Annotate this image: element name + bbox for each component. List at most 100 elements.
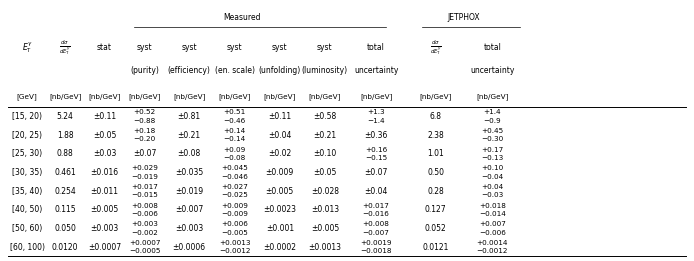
Text: +0.006: +0.006: [221, 221, 248, 227]
Text: +0.0014: +0.0014: [477, 240, 508, 246]
Text: total: total: [367, 43, 385, 52]
Text: +0.017: +0.017: [131, 184, 158, 190]
Text: (luminosity): (luminosity): [302, 66, 348, 75]
Text: −0.0012: −0.0012: [219, 248, 251, 254]
Text: $E_{\mathrm{T}}^{\gamma}$: $E_{\mathrm{T}}^{\gamma}$: [22, 40, 33, 55]
Text: −0.009: −0.009: [221, 211, 248, 217]
Text: [nb/GeV]: [nb/GeV]: [264, 93, 296, 100]
Text: +0.008: +0.008: [131, 203, 158, 209]
Text: +0.045: +0.045: [221, 165, 248, 171]
Text: [nb/GeV]: [nb/GeV]: [476, 93, 509, 100]
Text: (purity): (purity): [130, 66, 159, 75]
Text: −0.14: −0.14: [223, 136, 246, 142]
Text: syst: syst: [181, 43, 197, 52]
Text: −0.15: −0.15: [365, 155, 387, 161]
Text: ±0.019: ±0.019: [175, 187, 203, 195]
Text: ±0.04: ±0.04: [268, 130, 291, 140]
Text: +0.10: +0.10: [482, 165, 504, 171]
Text: +0.04: +0.04: [482, 184, 504, 190]
Text: −0.025: −0.025: [221, 192, 248, 198]
Text: ±0.003: ±0.003: [175, 224, 203, 233]
Text: uncertainty: uncertainty: [471, 66, 515, 75]
Text: ±0.02: ±0.02: [268, 149, 291, 158]
Text: 2.38: 2.38: [428, 130, 444, 140]
Text: ±0.0013: ±0.0013: [308, 242, 341, 252]
Text: −0.019: −0.019: [131, 174, 158, 180]
Text: ±0.05: ±0.05: [93, 130, 117, 140]
Text: −0.014: −0.014: [479, 211, 506, 217]
Text: [35, 40): [35, 40): [12, 187, 42, 195]
Text: 0.88: 0.88: [57, 149, 74, 158]
Text: +0.16: +0.16: [365, 147, 387, 153]
Text: +0.51: +0.51: [223, 109, 246, 115]
Text: 0.0121: 0.0121: [423, 242, 449, 252]
Text: +0.003: +0.003: [131, 221, 158, 227]
Text: [15, 20): [15, 20): [12, 112, 42, 121]
Text: −0.46: −0.46: [223, 118, 246, 124]
Text: 0.050: 0.050: [54, 224, 76, 233]
Text: $\frac{d\sigma}{dE_{\mathrm{T}}^{\gamma}}$: $\frac{d\sigma}{dE_{\mathrm{T}}^{\gamma}…: [59, 38, 71, 57]
Text: [nb/GeV]: [nb/GeV]: [173, 93, 205, 100]
Text: [nb/GeV]: [nb/GeV]: [49, 93, 81, 100]
Text: [60, 100): [60, 100): [10, 242, 44, 252]
Text: +0.027: +0.027: [221, 184, 248, 190]
Text: +0.007: +0.007: [479, 221, 506, 227]
Text: ±0.11: ±0.11: [269, 112, 291, 121]
Text: 1.88: 1.88: [57, 130, 74, 140]
Text: +0.45: +0.45: [482, 128, 504, 134]
Text: ±0.58: ±0.58: [313, 112, 337, 121]
Text: ±0.035: ±0.035: [175, 168, 203, 177]
Text: ±0.21: ±0.21: [313, 130, 337, 140]
Text: −0.30: −0.30: [482, 136, 504, 142]
Text: ±0.08: ±0.08: [178, 149, 201, 158]
Text: syst: syst: [227, 43, 243, 52]
Text: [40, 50): [40, 50): [12, 205, 42, 214]
Text: ±0.36: ±0.36: [364, 130, 388, 140]
Text: 0.115: 0.115: [54, 205, 76, 214]
Text: [GeV]: [GeV]: [17, 93, 37, 100]
Text: ±0.013: ±0.013: [311, 205, 339, 214]
Text: +0.009: +0.009: [221, 203, 248, 209]
Text: total: total: [484, 43, 501, 52]
Text: (efficiency): (efficiency): [168, 66, 210, 75]
Text: ±0.0002: ±0.0002: [263, 242, 296, 252]
Text: ±0.10: ±0.10: [313, 149, 337, 158]
Text: 0.28: 0.28: [428, 187, 444, 195]
Text: 0.0120: 0.0120: [52, 242, 78, 252]
Text: 0.127: 0.127: [425, 205, 446, 214]
Text: [50, 60): [50, 60): [12, 224, 42, 233]
Text: +0.09: +0.09: [223, 147, 246, 153]
Text: ±0.005: ±0.005: [311, 224, 339, 233]
Text: ±0.005: ±0.005: [90, 205, 119, 214]
Text: 1.01: 1.01: [428, 149, 444, 158]
Text: −0.13: −0.13: [482, 155, 504, 161]
Text: −0.88: −0.88: [134, 118, 156, 124]
Text: ±0.03: ±0.03: [93, 149, 117, 158]
Text: syst: syst: [272, 43, 287, 52]
Text: +0.029: +0.029: [131, 165, 158, 171]
Text: [nb/GeV]: [nb/GeV]: [360, 93, 392, 100]
Text: +0.018: +0.018: [479, 203, 506, 209]
Text: syst: syst: [137, 43, 153, 52]
Text: uncertainty: uncertainty: [354, 66, 398, 75]
Text: +0.008: +0.008: [363, 221, 389, 227]
Text: [nb/GeV]: [nb/GeV]: [88, 93, 121, 100]
Text: −0.9: −0.9: [484, 118, 501, 124]
Text: (unfolding): (unfolding): [259, 66, 301, 75]
Text: +0.17: +0.17: [482, 147, 504, 153]
Text: [nb/GeV]: [nb/GeV]: [219, 93, 251, 100]
Text: 0.254: 0.254: [54, 187, 76, 195]
Text: $\frac{d\sigma}{dE_{\mathrm{T}}^{\gamma}}$: $\frac{d\sigma}{dE_{\mathrm{T}}^{\gamma}…: [430, 38, 441, 57]
Text: ±0.07: ±0.07: [364, 168, 388, 177]
Text: ±0.11: ±0.11: [93, 112, 116, 121]
Text: stat: stat: [97, 43, 112, 52]
Text: ±0.0006: ±0.0006: [173, 242, 205, 252]
Text: +0.017: +0.017: [363, 203, 389, 209]
Text: ±0.04: ±0.04: [364, 187, 388, 195]
Text: ±0.007: ±0.007: [175, 205, 203, 214]
Text: ±0.005: ±0.005: [266, 187, 294, 195]
Text: 0.50: 0.50: [427, 168, 444, 177]
Text: +1.4: +1.4: [484, 109, 501, 115]
Text: −0.006: −0.006: [479, 230, 506, 236]
Text: [nb/GeV]: [nb/GeV]: [128, 93, 161, 100]
